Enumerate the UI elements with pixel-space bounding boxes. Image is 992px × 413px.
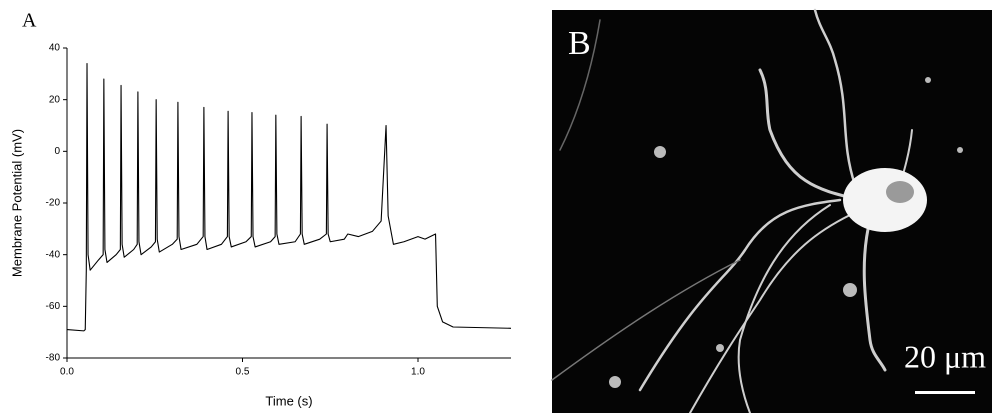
debris <box>609 77 963 388</box>
trace <box>66 62 512 332</box>
x-axis-label: Time (s) <box>265 393 312 408</box>
micrograph: B 20 μm <box>551 8 992 413</box>
scale-bar <box>915 391 975 394</box>
nucleus <box>886 181 914 203</box>
panel-label: A <box>22 10 37 32</box>
y-tick-label: -40 <box>46 249 61 260</box>
y-tick-label: -60 <box>46 301 61 312</box>
panel-label: B <box>568 25 591 62</box>
y-tick-label: 0 <box>54 146 60 157</box>
y-tick-label: -80 <box>46 353 61 364</box>
y-tick-label: -20 <box>46 198 61 209</box>
x-tick-label: 0.0 <box>60 367 74 378</box>
cell-body <box>843 168 927 232</box>
scale-bar-label: 20 μm <box>904 338 986 374</box>
y-tick-label: 20 <box>49 94 61 105</box>
y-tick-label: 40 <box>49 43 61 54</box>
neuron <box>551 8 913 413</box>
x-tick-label: 0.5 <box>236 367 250 378</box>
y-axis-label: Membrane Potential (mV) <box>9 129 24 277</box>
x-tick-label: 1.0 <box>411 367 425 378</box>
